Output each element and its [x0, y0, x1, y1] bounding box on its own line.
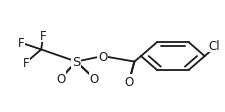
Text: F: F: [40, 29, 47, 42]
Text: F: F: [18, 37, 25, 50]
Text: Cl: Cl: [209, 39, 220, 52]
Text: O: O: [98, 50, 107, 63]
Text: O: O: [56, 72, 65, 85]
Text: S: S: [72, 56, 81, 68]
Text: O: O: [89, 72, 99, 85]
Text: O: O: [124, 75, 134, 88]
Text: F: F: [22, 57, 29, 70]
